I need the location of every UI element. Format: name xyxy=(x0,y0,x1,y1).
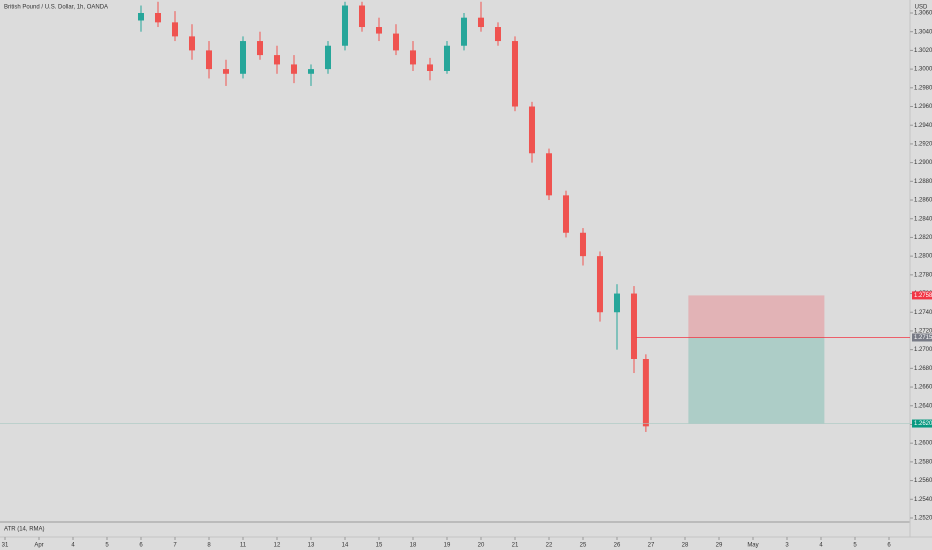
y-tick-label: 1.29000 xyxy=(914,160,932,166)
y-tick-label: 1.26800 xyxy=(914,366,932,372)
indicator-label: ATR (14, RMA) xyxy=(4,527,45,533)
candle-body xyxy=(443,45,450,71)
candle-body xyxy=(596,256,603,313)
x-tick-label: 18 xyxy=(410,543,417,549)
y-tick-label: 1.28000 xyxy=(914,254,932,260)
candle-body xyxy=(358,5,365,28)
x-tick-label: 8 xyxy=(207,543,211,549)
price-label: 1.27150 xyxy=(914,335,932,341)
candle-body xyxy=(239,41,246,74)
candle-body xyxy=(613,293,620,313)
x-tick-label: 12 xyxy=(274,543,281,549)
x-tick-label: 28 xyxy=(682,543,689,549)
candle-body xyxy=(154,12,161,23)
candle-body xyxy=(409,50,416,65)
y-tick-label: 1.30600 xyxy=(914,11,932,17)
x-tick-label: 29 xyxy=(716,543,723,549)
candle-body xyxy=(307,69,314,74)
target-zone xyxy=(688,337,825,424)
y-tick-label: 1.26600 xyxy=(914,385,932,391)
chart-title: British Pound / U.S. Dollar, 1h, OANDA xyxy=(4,5,108,11)
y-tick-label: 1.28200 xyxy=(914,235,932,241)
candle-body xyxy=(460,17,467,46)
x-tick-label: 6 xyxy=(887,543,891,549)
candle-body xyxy=(137,12,144,21)
y-tick-label: 1.30400 xyxy=(914,29,932,35)
y-tick-label: 1.28600 xyxy=(914,198,932,204)
x-tick-label: 26 xyxy=(614,543,621,549)
y-tick-label: 1.29600 xyxy=(914,104,932,110)
candle-body xyxy=(205,50,212,70)
x-tick-label: 21 xyxy=(512,543,519,549)
y-tick-label: 1.28400 xyxy=(914,216,932,222)
y-tick-label: 1.27200 xyxy=(914,329,932,335)
x-tick-label: 5 xyxy=(853,543,857,549)
candle-body xyxy=(562,195,569,233)
y-tick-label: 1.29800 xyxy=(914,85,932,91)
candle-body xyxy=(341,5,348,46)
x-tick-label: 11 xyxy=(240,543,247,549)
price-label-bg xyxy=(912,291,932,300)
currency-label: USD xyxy=(915,5,928,11)
x-tick-label: 20 xyxy=(478,543,485,549)
x-tick-label: 14 xyxy=(342,543,349,549)
candle-body xyxy=(188,36,195,51)
candle-body xyxy=(528,106,535,154)
y-tick-label: 1.25400 xyxy=(914,497,932,503)
candle-body xyxy=(171,22,178,37)
candle-body xyxy=(630,293,637,360)
x-tick-label: 22 xyxy=(546,543,553,549)
candle-body xyxy=(494,27,501,42)
candle-body xyxy=(256,41,263,56)
candle-body xyxy=(511,41,518,107)
y-tick-label: 1.27400 xyxy=(914,310,932,316)
x-tick-label: 6 xyxy=(139,543,143,549)
candle-body xyxy=(222,69,229,74)
price-label-bg xyxy=(912,333,932,342)
x-tick-label: Apr xyxy=(34,543,43,549)
candle-body xyxy=(579,232,586,257)
y-tick-label: 1.25200 xyxy=(914,516,932,522)
y-tick-label: 1.27000 xyxy=(914,347,932,353)
y-tick-label: 1.29400 xyxy=(914,123,932,129)
y-tick-label: 1.28800 xyxy=(914,179,932,185)
x-tick-label: 7 xyxy=(173,543,177,549)
candle-body xyxy=(290,64,297,74)
x-tick-label: 27 xyxy=(648,543,655,549)
y-tick-label: 1.27800 xyxy=(914,272,932,278)
candle-body xyxy=(392,33,399,51)
x-tick-label: 3 xyxy=(785,543,789,549)
price-label: 1.27580 xyxy=(914,293,932,299)
y-tick-label: 1.25800 xyxy=(914,459,932,465)
candle-body xyxy=(642,359,649,427)
x-tick-label: May xyxy=(747,543,758,549)
candle-body xyxy=(545,153,552,196)
candle-body xyxy=(273,55,280,65)
x-tick-label: 13 xyxy=(308,543,315,549)
x-tick-label: 4 xyxy=(71,543,75,549)
x-tick-label: 4 xyxy=(819,543,823,549)
stop-zone xyxy=(688,295,825,338)
candle-body xyxy=(426,64,433,71)
x-tick-label: 15 xyxy=(376,543,383,549)
y-tick-label: 1.30000 xyxy=(914,67,932,73)
candle-body xyxy=(324,45,331,70)
y-tick-label: 1.29200 xyxy=(914,141,932,147)
x-tick-label: 31 xyxy=(2,543,9,549)
y-tick-label: 1.26000 xyxy=(914,441,932,447)
y-tick-label: 1.26400 xyxy=(914,403,932,409)
price-label-bg xyxy=(912,419,932,428)
y-tick-label: 1.25600 xyxy=(914,478,932,484)
candle-body xyxy=(477,17,484,28)
x-tick-label: 25 xyxy=(580,543,587,549)
x-tick-label: 19 xyxy=(444,543,451,549)
x-tick-label: 5 xyxy=(105,543,109,549)
y-tick-label: 1.30200 xyxy=(914,48,932,54)
candle-body xyxy=(375,27,382,34)
price-label: 1.26205 xyxy=(914,421,932,427)
